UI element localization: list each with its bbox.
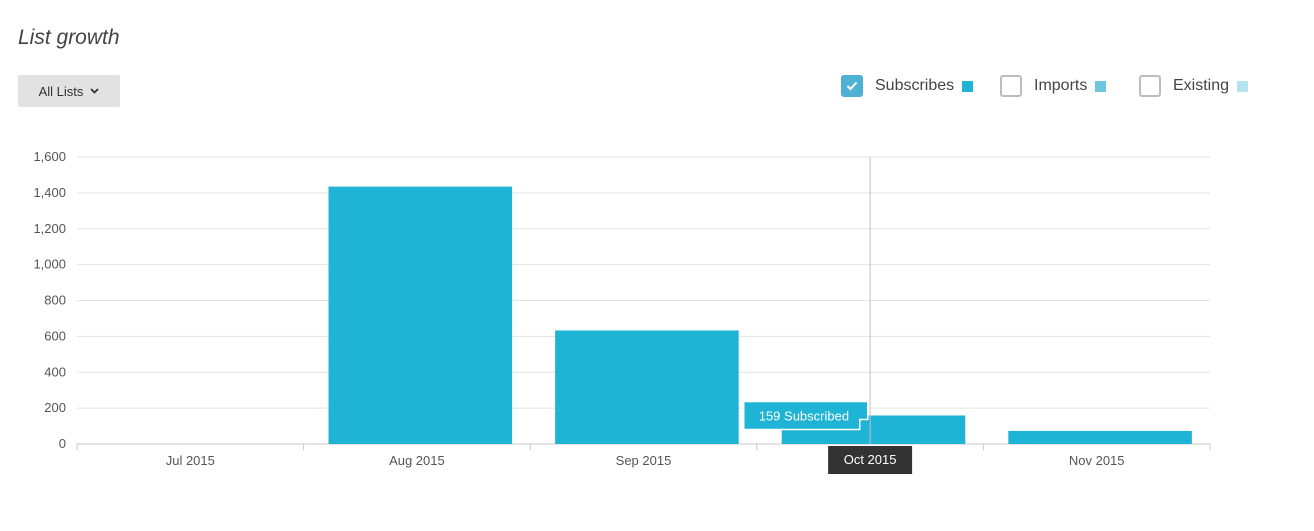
legend-label-imports: Imports [1034,77,1088,94]
y-tick-label: 0 [59,436,66,451]
y-tick-label: 1,400 [33,185,66,200]
legend-toggle-existing[interactable]: Existing [1139,73,1249,99]
x-tick-label: Oct 2015 [844,452,897,467]
checkbox-subscribes[interactable] [841,75,863,97]
x-label-highlight [828,446,913,474]
legend-toggle-imports[interactable]: Imports [1000,73,1107,99]
y-tick-label: 1,000 [33,257,66,272]
legend-swatch-subscribes [962,80,974,92]
list-filter-label: All Lists [38,83,84,99]
tooltip-box [742,400,869,431]
list-filter-dropdown[interactable]: All Lists [18,75,120,107]
checkmark-icon [846,81,858,91]
legend-label-existing: Existing [1173,77,1230,94]
y-tick-label: 800 [44,293,66,308]
x-tick-label: Aug 2015 [389,453,445,468]
legend-toggle-subscribes[interactable]: Subscribes [841,73,974,99]
tooltip-text: 159 Subscribed [759,408,849,423]
checkbox-existing[interactable] [1139,75,1161,97]
y-tick-label: 600 [44,328,66,343]
checkbox-imports[interactable] [1000,75,1022,97]
bar [1008,430,1192,444]
y-tick-label: 400 [44,364,66,379]
x-tick-label: Sep 2015 [616,453,672,468]
x-tick-label: Jul 2015 [166,453,215,468]
bar [555,330,739,444]
chart-title: List growth [18,26,120,49]
x-tick-label: Nov 2015 [1069,453,1125,468]
legend-swatch-existing [1237,80,1249,92]
legend-label-subscribes: Subscribes [875,77,955,94]
y-tick-label: 1,600 [33,149,66,164]
y-tick-label: 200 [44,400,66,415]
bar [328,186,513,445]
y-tick-label: 1,200 [33,221,66,236]
chevron-down-icon [90,88,100,94]
legend-swatch-imports [1095,80,1107,92]
